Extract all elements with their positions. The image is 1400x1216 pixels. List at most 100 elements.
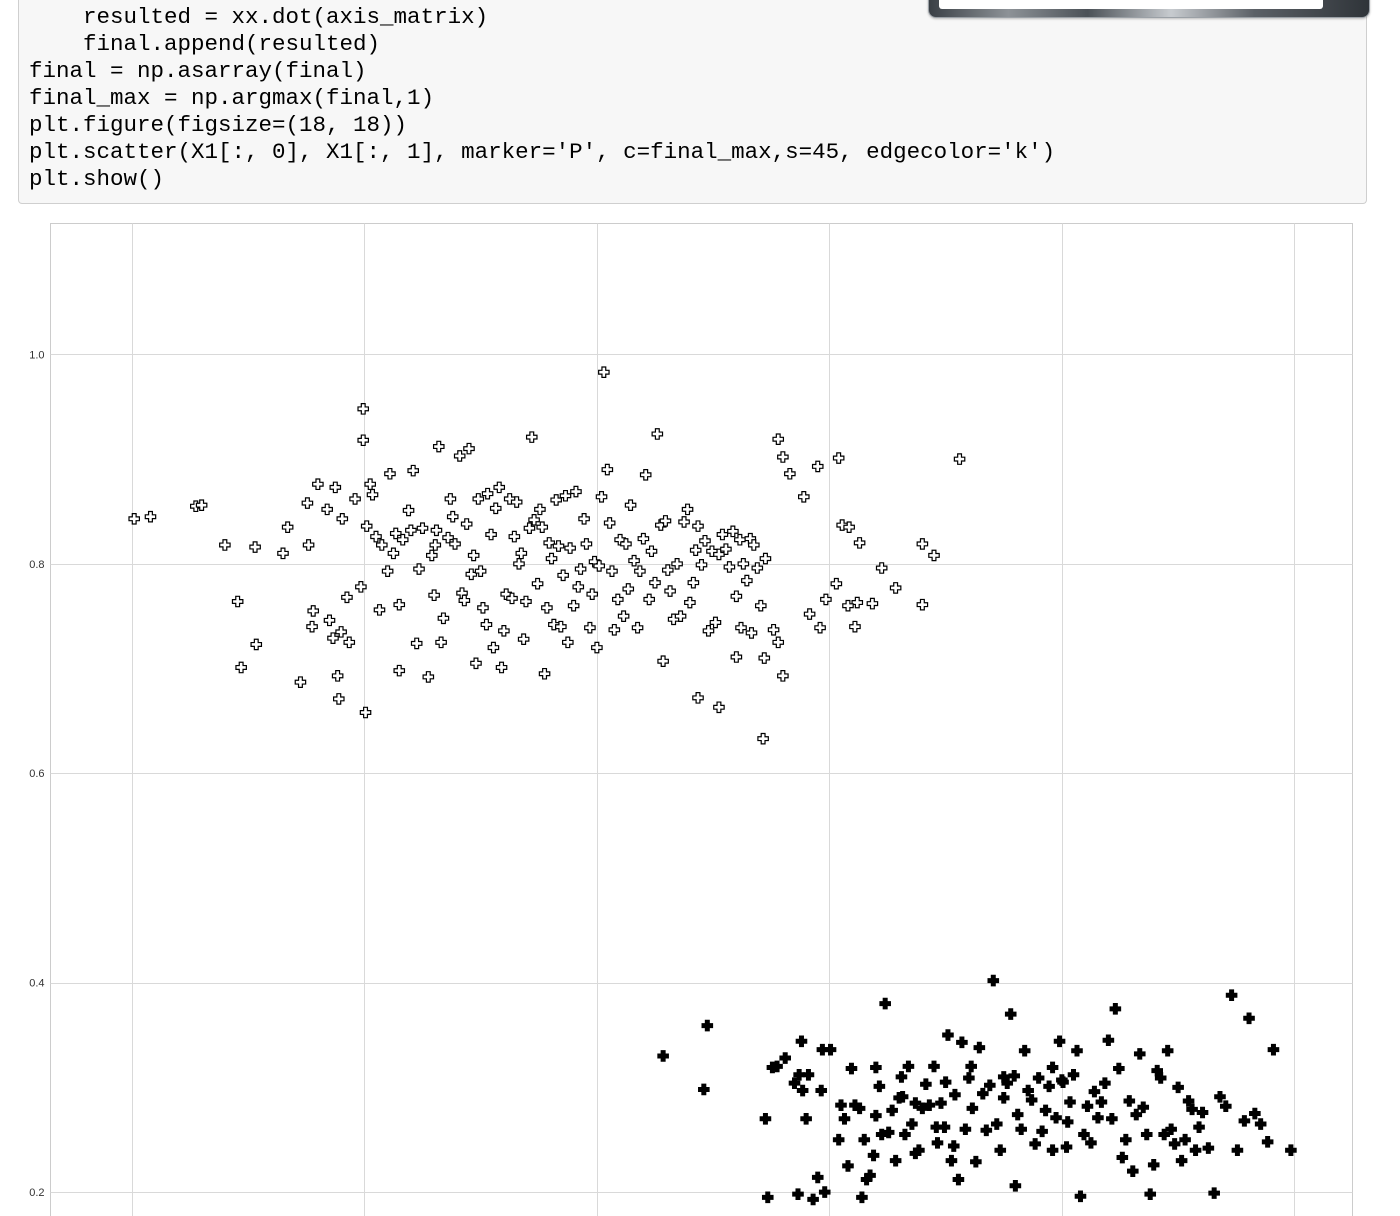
- scatter-point-class-1: [1179, 1133, 1191, 1146]
- scatter-point-class-0: [357, 403, 370, 415]
- scatter-point-class-0: [463, 442, 475, 455]
- scatter-point-class-0: [550, 494, 562, 506]
- scatter-point-class-1: [939, 1076, 952, 1088]
- scatter-point-class-0: [405, 524, 417, 537]
- scatter-point-class-1: [896, 1090, 909, 1103]
- scatter-point-class-1: [923, 1099, 936, 1111]
- scatter-point-class-1: [759, 1112, 772, 1125]
- scatter-point-class-1: [771, 1060, 783, 1073]
- scatter-point-class-1: [1285, 1144, 1297, 1157]
- scatter-point-class-0: [889, 582, 902, 594]
- scatter-point-class-0: [444, 493, 457, 505]
- scatter-point-class-0: [435, 636, 447, 649]
- scatter-point-class-0: [709, 616, 722, 629]
- code-cell[interactable]: resulted = xx.dot(axis_matrix) final.app…: [18, 0, 1367, 204]
- scatter-point-class-0: [430, 524, 443, 537]
- scatter-point-class-1: [870, 1061, 882, 1074]
- scatter-point-class-0: [513, 558, 525, 570]
- scatter-point-class-0: [772, 636, 785, 649]
- scatter-point-class-0: [572, 581, 585, 593]
- scatter-point-class-1: [811, 1171, 824, 1184]
- scatter-point-class-0: [651, 428, 664, 440]
- scatter-point-class-1: [1214, 1090, 1226, 1103]
- scatter-point-class-1: [1165, 1123, 1177, 1136]
- scatter-point-class-0: [506, 592, 518, 605]
- scatter-point-class-0: [349, 493, 361, 505]
- scatter-point-class-0: [853, 537, 866, 549]
- scatter-point-class-0: [219, 539, 231, 551]
- scatter-point-class-1: [864, 1169, 876, 1182]
- scatter-point-class-0: [593, 560, 605, 572]
- scatter-point-class-0: [489, 502, 502, 515]
- scatter-point-class-0: [580, 538, 593, 550]
- scatter-point-class-0: [849, 620, 861, 633]
- scatter-point-class-1: [970, 1155, 982, 1168]
- scatter-point-class-0: [598, 366, 610, 378]
- scatter-point-class-0: [928, 549, 940, 562]
- scatter-point-class-1: [835, 1099, 847, 1111]
- scatter-point-class-1: [1186, 1103, 1198, 1116]
- scatter-point-class-0: [830, 577, 843, 590]
- scatter-point-class-0: [387, 547, 400, 560]
- scatter-point-class-0: [446, 510, 459, 523]
- scatter-point-class-0: [767, 623, 780, 636]
- scatter-point-class-1: [1202, 1142, 1215, 1154]
- scatter-point-class-1: [796, 1084, 809, 1097]
- scatter-point-class-0: [536, 521, 549, 533]
- scatter-point-class-1: [973, 1041, 986, 1054]
- scatter-point-class-1: [1061, 1116, 1074, 1128]
- scatter-point-class-1: [1120, 1133, 1132, 1146]
- scatter-point-class-1: [1036, 1125, 1048, 1138]
- scatter-point-class-0: [699, 534, 711, 547]
- scatter-point-class-1: [698, 1083, 710, 1096]
- scatter-point-class-1: [963, 1072, 975, 1084]
- scatter-point-class-0: [493, 481, 506, 494]
- scatter-point-class-0: [692, 520, 704, 532]
- scatter-point-class-0: [460, 518, 473, 530]
- scatter-point-class-1: [1085, 1137, 1097, 1149]
- scatter-point-class-0: [727, 525, 739, 538]
- scatter-point-class-1: [1243, 1012, 1255, 1025]
- scatter-point-class-1: [858, 1133, 871, 1146]
- scatter-point-class-0: [357, 434, 370, 447]
- scatter-point-class-1: [807, 1193, 819, 1206]
- scatter-point-class-1: [1046, 1144, 1059, 1157]
- scatter-point-class-0: [416, 522, 429, 535]
- scatter-point-class-0: [301, 497, 314, 509]
- scatter-point-class-1: [1133, 1048, 1146, 1060]
- scatter-point-class-0: [384, 467, 396, 480]
- scatter-point-class-0: [777, 670, 789, 682]
- scatter-point-class-1: [1208, 1187, 1220, 1199]
- scatter-point-class-0: [603, 517, 616, 529]
- scatter-point-class-0: [678, 516, 690, 528]
- scatter-point-class-0: [453, 450, 466, 462]
- scatter-point-class-1: [1029, 1138, 1041, 1150]
- scatter-point-class-0: [624, 499, 637, 511]
- scatter-point-class-0: [772, 433, 785, 446]
- scatter-point-class-1: [1116, 1151, 1129, 1164]
- scatter-point-class-0: [671, 558, 683, 570]
- scatter-point-class-0: [814, 621, 826, 634]
- y-tick-label: 0.4: [29, 978, 44, 990]
- scatter-point-class-0: [250, 638, 263, 651]
- scatter-point-class-0: [437, 612, 450, 625]
- scatter-point-class-0: [595, 490, 608, 503]
- scatter-point-class-0: [628, 554, 640, 567]
- scatter-point-class-0: [510, 496, 523, 508]
- scatter-point-class-0: [331, 670, 344, 682]
- scatter-point-class-0: [741, 574, 753, 587]
- scatter-point-class-0: [916, 538, 929, 550]
- scatter-point-class-0: [811, 460, 824, 473]
- scatter-point-class-0: [307, 605, 320, 617]
- scatter-point-class-0: [376, 539, 388, 551]
- code-editor[interactable]: resulted = xx.dot(axis_matrix) final.app…: [29, 4, 1055, 193]
- scatter-point-class-0: [343, 636, 356, 649]
- scatter-point-class-1: [997, 1092, 1010, 1104]
- scatter-point-class-1: [838, 1112, 851, 1125]
- scatter-point-class-1: [1095, 1096, 1108, 1108]
- scatter-point-class-1: [1009, 1180, 1022, 1192]
- scatter-point-class-0: [851, 596, 864, 609]
- scatter-point-class-0: [591, 641, 603, 654]
- scatter-point-class-0: [745, 627, 758, 639]
- scatter-point-class-0: [235, 661, 247, 674]
